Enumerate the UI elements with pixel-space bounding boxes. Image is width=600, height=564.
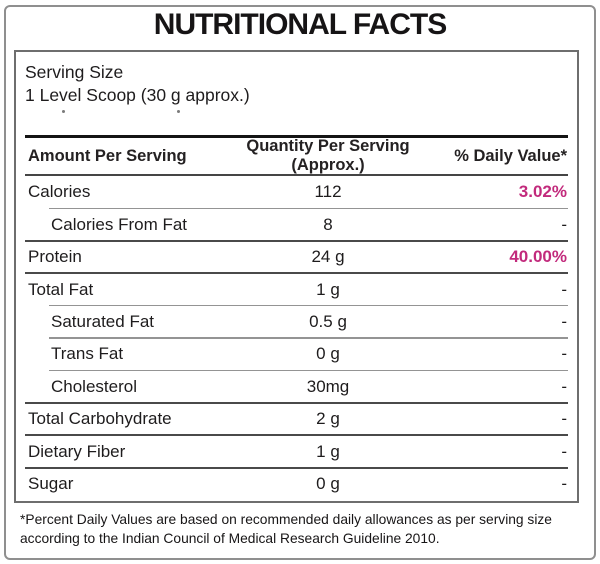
table-row: Calories 112 3.02% (25, 176, 568, 208)
table-row: Cholesterol 30mg - (25, 369, 568, 403)
row-qty: 0 g (316, 344, 340, 364)
serving-size-value: 1 Level Scoop (30 g approx.) (25, 85, 250, 106)
faint-dot (177, 110, 180, 113)
nutrition-rows: Calories 112 3.02% Calories From Fat 8 -… (25, 176, 568, 500)
table-row: Calories From Fat 8 - (25, 207, 568, 241)
row-daily-value: - (561, 473, 567, 493)
row-qty: 8 (323, 214, 333, 234)
serving-size-label: Serving Size (25, 62, 124, 82)
header-daily-value: % Daily Value* (454, 146, 567, 165)
serving-size-block: Serving Size 1 Level Scoop (30 g approx.… (25, 52, 568, 107)
header-amount-per-serving: Amount Per Serving (28, 146, 187, 165)
row-qty: 1 g (316, 441, 340, 461)
row-label: Calories From Fat (51, 214, 188, 234)
row-label: Sugar (28, 473, 74, 493)
row-qty: 2 g (316, 409, 340, 429)
table-row: Sugar 0 g - (25, 466, 568, 500)
nutrition-panel: Serving Size 1 Level Scoop (30 g approx.… (14, 50, 579, 503)
table-row: Trans Fat 0 g - (25, 337, 568, 370)
row-daily-value: - (561, 409, 567, 429)
row-daily-value: - (561, 441, 567, 461)
footnote-line-2: according to the Indian Council of Medic… (20, 530, 440, 546)
row-daily-value: - (561, 214, 567, 234)
row-label: Calories (28, 182, 91, 202)
row-label: Trans Fat (51, 344, 124, 364)
row-daily-value: 40.00% (509, 247, 567, 267)
row-qty: 24 g (311, 247, 345, 267)
footnote: *Percent Daily Values are based on recom… (20, 511, 582, 548)
row-label: Protein (28, 247, 82, 267)
row-label: Total Carbohydrate (28, 409, 172, 429)
table-row: Dietary Fiber 1 g - (25, 434, 568, 467)
footnote-line-1: *Percent Daily Values are based on recom… (20, 512, 552, 527)
row-qty: 30mg (306, 376, 350, 396)
header-quantity-per-serving: Quantity Per Serving (Approx.) (246, 137, 410, 175)
row-qty: 0.5 g (309, 311, 347, 331)
row-label: Saturated Fat (51, 311, 155, 331)
table-row: Saturated Fat 0.5 g - (25, 304, 568, 338)
thick-divider (25, 135, 568, 139)
row-label: Dietary Fiber (28, 441, 126, 461)
table-row: Protein 24 g 40.00% (25, 239, 568, 273)
row-qty: 112 (314, 182, 342, 202)
row-daily-value: - (561, 311, 567, 331)
row-qty: 1 g (316, 279, 340, 299)
row-qty: 0 g (316, 473, 340, 493)
row-label: Total Fat (28, 279, 94, 299)
row-label: Cholesterol (51, 376, 137, 396)
row-daily-value: - (561, 376, 567, 396)
row-daily-value: - (561, 344, 567, 364)
table-row: Total Carbohydrate 2 g - (25, 401, 568, 435)
faint-dot (62, 110, 65, 113)
label-outer-border (4, 5, 596, 560)
row-daily-value: - (561, 279, 567, 299)
table-header-row: Amount Per Serving Quantity Per Serving … (25, 137, 568, 177)
row-daily-value: 3.02% (518, 182, 567, 202)
page-title: NUTRITIONAL FACTS (153, 8, 447, 41)
table-row: Total Fat 1 g - (25, 272, 568, 305)
